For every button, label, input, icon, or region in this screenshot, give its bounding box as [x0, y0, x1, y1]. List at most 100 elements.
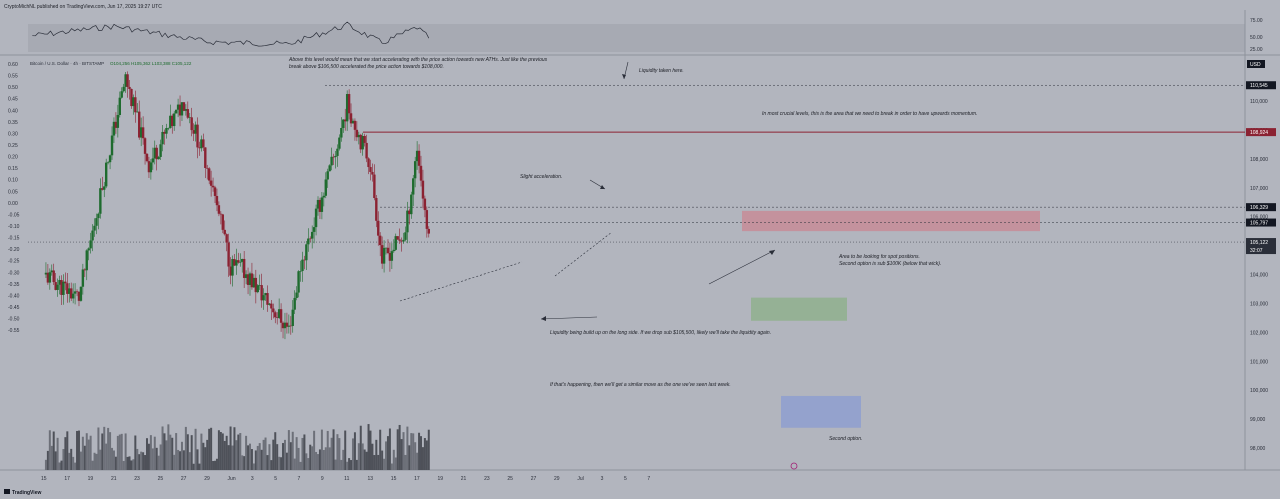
volume-bar — [231, 445, 234, 470]
time-tick: 15 — [41, 476, 47, 482]
time-tick: 21 — [111, 476, 117, 482]
candle-body — [332, 156, 335, 158]
price-tick-110000: 110,000 — [1250, 99, 1268, 105]
candle-body — [130, 88, 133, 107]
candle-body — [371, 171, 374, 175]
price-tick-106000: 106,000 — [1250, 215, 1268, 221]
volume-bar — [254, 450, 257, 470]
volume-bar — [219, 431, 222, 470]
candle-body — [141, 127, 145, 139]
candle-body — [334, 155, 337, 158]
volume-bar — [285, 452, 288, 470]
volume-bar — [295, 437, 298, 470]
annotation-ath-line2: break above $106,500 accelerated the pri… — [289, 64, 444, 70]
supply-zone — [742, 210, 1040, 232]
candle-body — [295, 292, 298, 298]
candle-body — [196, 124, 199, 148]
volume-bar — [105, 443, 108, 470]
candle-body — [215, 195, 219, 206]
volume-bar — [87, 439, 90, 470]
candle-body — [402, 239, 405, 242]
candle-body — [186, 109, 190, 118]
time-tick: 27 — [531, 476, 537, 482]
volume-bar — [221, 433, 224, 470]
volume-bar — [355, 459, 358, 470]
price-tick-100000: 100,000 — [1250, 388, 1268, 394]
time-tick: 29 — [204, 476, 210, 482]
time-tick: 25 — [158, 476, 164, 482]
volume-bar — [410, 433, 413, 470]
candle-body — [363, 135, 366, 143]
candle-body — [58, 280, 61, 285]
rsi-tick-25: 25.00 — [1250, 47, 1263, 53]
volume-bar — [276, 444, 279, 470]
candle-body — [320, 197, 324, 212]
candle-body — [244, 274, 248, 278]
price-tag-106329: 106,329 — [1250, 205, 1268, 211]
tradingview-logo[interactable]: TradingView — [4, 489, 41, 496]
candle-body — [328, 165, 331, 172]
candle-body — [382, 247, 386, 264]
price-tick-99000: 99,000 — [1250, 417, 1266, 423]
candle-body — [159, 144, 162, 157]
volume-bar — [416, 452, 419, 470]
volume-bar — [188, 452, 191, 470]
time-tick: 17 — [414, 476, 420, 482]
candle-body — [114, 121, 118, 128]
volume-bar — [421, 447, 424, 470]
candle-body — [281, 322, 285, 329]
volume-bar — [179, 451, 182, 470]
volume-bar — [155, 447, 158, 470]
currency-tag[interactable]: USD — [1250, 62, 1261, 68]
candle-body — [83, 269, 87, 271]
candle-body — [48, 272, 52, 283]
legend-ohlc: O104,256 H105,362 L103,388 C105,122 — [110, 61, 192, 66]
percent-tick: -0.25 — [8, 259, 20, 265]
annotation-similar-move: If that's happening, then we'll get a si… — [550, 382, 731, 388]
volume-bar — [332, 429, 335, 470]
candle-body — [375, 198, 378, 221]
arrow-head-left — [541, 316, 546, 321]
volume-bar — [377, 454, 380, 470]
volume-bar — [159, 444, 162, 470]
volume-bar — [353, 432, 356, 470]
volume-bar — [287, 430, 290, 470]
candle-body — [110, 135, 114, 156]
candle-body — [79, 286, 83, 301]
candle-body — [104, 162, 108, 187]
candle-body — [68, 288, 71, 294]
price-tick-98000: 98,000 — [1250, 446, 1266, 452]
price-tick-102000: 102,000 — [1250, 330, 1268, 336]
candle-body — [77, 291, 81, 301]
candle-body — [351, 120, 355, 124]
event-marker-icon[interactable] — [790, 462, 798, 470]
candle-body — [143, 138, 147, 154]
volume-bar — [132, 459, 135, 470]
candle-body — [419, 165, 423, 181]
candle-body — [233, 259, 236, 266]
volume-bar — [258, 443, 261, 470]
volume-bar — [72, 456, 75, 470]
volume-bar — [326, 430, 329, 470]
candle-body — [231, 259, 234, 276]
volume-bar — [280, 457, 283, 470]
volume-bar — [283, 439, 286, 470]
volume-bar — [381, 450, 384, 470]
price-tag-bg — [1246, 218, 1276, 227]
candle-body — [297, 271, 300, 293]
candle-body — [106, 162, 110, 163]
time-tick: 7 — [298, 476, 301, 482]
percent-tick: 0.10 — [8, 178, 18, 184]
volume-bar — [317, 454, 320, 470]
time-tick: 19 — [88, 476, 94, 482]
volume-bar — [210, 427, 213, 470]
volume-bar — [392, 449, 395, 470]
volume-bar — [406, 426, 409, 470]
trendline-dashed-1 — [399, 261, 523, 302]
trendline-dashed-2 — [554, 231, 613, 277]
volume-bars — [44, 424, 430, 470]
price-tick-108000: 108,000 — [1250, 157, 1268, 163]
volume-bar — [145, 438, 148, 470]
time-tick: 3 — [601, 476, 604, 482]
